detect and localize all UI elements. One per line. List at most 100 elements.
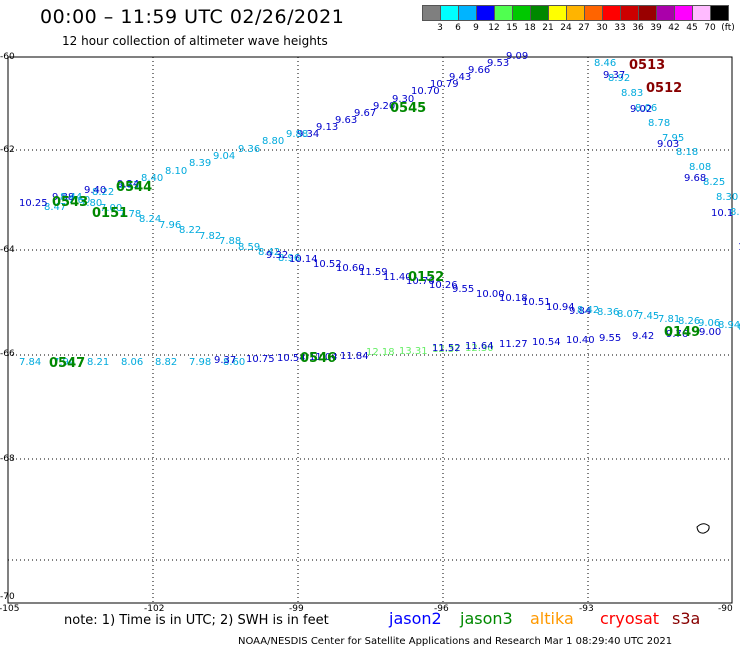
swh-value: 9.40	[84, 185, 107, 196]
scale-label: 27	[578, 23, 590, 33]
swh-value: 8.80	[262, 136, 285, 147]
pass-time-label: 0513	[629, 58, 666, 73]
scale-swatch	[530, 5, 549, 21]
swh-value: 9.36	[238, 144, 261, 155]
swh-value: 13.31	[399, 346, 428, 357]
scale-swatch	[548, 5, 567, 21]
swh-value: 8.94	[718, 320, 740, 331]
scale-swatch	[710, 5, 729, 21]
pass-time-label: 0151	[92, 206, 129, 221]
scale-swatch	[674, 5, 693, 21]
swh-value: 8.92	[608, 73, 631, 84]
swh-value: 7.78	[119, 209, 142, 220]
swh-value: 9.37	[214, 355, 237, 366]
swh-value: 9.04	[213, 151, 236, 162]
swh-value: 10.51	[522, 297, 551, 308]
swh-value: 11.84	[340, 351, 369, 362]
pass-time-label: 0544	[116, 180, 153, 195]
swh-value: 7.98	[189, 357, 212, 368]
swh-value: 7.82	[199, 231, 222, 242]
swh-value: 8.24	[139, 214, 162, 225]
scale-label: 3	[437, 23, 443, 33]
swh-value: 9.09	[506, 51, 529, 62]
swh-value: 10.52	[313, 259, 342, 270]
swh-value: 8.26	[678, 316, 701, 327]
map-frame	[7, 56, 733, 604]
lat-tick-label: -68	[0, 454, 15, 464]
swh-value: 11.04	[309, 352, 338, 363]
swh-value: 10.25	[19, 198, 48, 209]
swh-value: 10.75	[246, 354, 275, 365]
swh-value: 11.27	[499, 339, 528, 350]
swh-value: 7.96	[159, 220, 182, 231]
swh-value: 7.88	[219, 236, 242, 247]
swh-value: 9.63	[335, 115, 358, 126]
swh-value: 8.60	[223, 357, 246, 368]
swh-value: 10.26	[429, 280, 458, 291]
swh-value: 9.88	[286, 129, 309, 140]
swh-value: 9.30	[392, 94, 415, 105]
pass-time-label: 0546	[300, 351, 337, 366]
pass-time-label: 0545	[390, 101, 427, 116]
swh-value: 10.79	[430, 79, 459, 90]
swh-value: 9.53	[487, 58, 510, 69]
swh-value: 9.67	[354, 108, 377, 119]
swh-value: 8.36	[597, 307, 620, 318]
swh-value: 8.96	[278, 253, 301, 264]
lon-tick-label: -96	[434, 604, 449, 614]
swh-value: 11.40	[383, 272, 412, 283]
swh-value: 9.20	[373, 101, 396, 112]
scale-swatch	[692, 5, 711, 21]
scale-label: 21	[542, 23, 554, 33]
lon-tick-label: -102	[144, 604, 165, 614]
swh-value: 8.82	[155, 357, 178, 368]
swh-value: 8.34	[738, 323, 740, 333]
swh-value: 8.42	[258, 247, 281, 258]
lat-tick-label: -60	[0, 52, 15, 62]
swh-value: 9.32	[266, 250, 289, 261]
swh-value: 8.30	[716, 192, 739, 203]
swh-value: 8.21	[87, 357, 110, 368]
swh-value: 8.83	[621, 88, 644, 99]
swh-value: 10.14	[289, 254, 318, 265]
legend-s3a: s3a	[672, 609, 701, 628]
lat-tick-label: -66	[0, 349, 15, 359]
swh-value: 8.42	[577, 305, 600, 316]
swh-value: 8.46	[594, 58, 617, 69]
scale-label: 36	[632, 23, 644, 33]
swh-value: 7.81	[658, 314, 681, 325]
swh-value: 11.59	[359, 267, 388, 278]
lat-lon-grid	[8, 57, 732, 603]
scale-swatch	[566, 5, 585, 21]
lon-tick-label: -90	[718, 604, 733, 614]
lon-tick-label: -99	[289, 604, 304, 614]
swh-value: 8.39	[189, 158, 212, 169]
swh-value: 12.30	[465, 343, 494, 354]
swh-value: 9.55	[599, 333, 622, 344]
swh-value: 8.18	[676, 147, 699, 158]
swh-value: 10.00	[476, 289, 505, 300]
pass-time-label: 0543	[52, 195, 89, 210]
swh-value: 8.63	[117, 180, 140, 191]
scale-label: 33	[614, 23, 626, 33]
swh-value: 9.55	[452, 284, 475, 295]
swh-value: 11.64	[465, 341, 494, 352]
swh-value: 10.60	[336, 263, 365, 274]
scale-swatch	[422, 5, 441, 21]
swh-value: 7.00	[100, 203, 123, 214]
legend-jason3: jason3	[460, 609, 513, 628]
scale-label: 12	[488, 23, 500, 33]
scale-label: 15	[506, 23, 518, 33]
lat-tick-label: -62	[0, 145, 15, 155]
swh-value: 8.08	[689, 162, 712, 173]
pass-time-label: 0512	[646, 81, 683, 96]
swh-value: 7.60	[68, 195, 91, 206]
scale-swatch	[620, 5, 639, 21]
swh-value: 8.47	[44, 202, 67, 213]
scale-swatch	[476, 5, 495, 21]
swh-value: 9.68	[684, 173, 707, 184]
lat-tick-label: -64	[0, 245, 15, 255]
swh-value: 9.42	[632, 331, 655, 342]
swh-value: 9.02	[630, 104, 653, 115]
